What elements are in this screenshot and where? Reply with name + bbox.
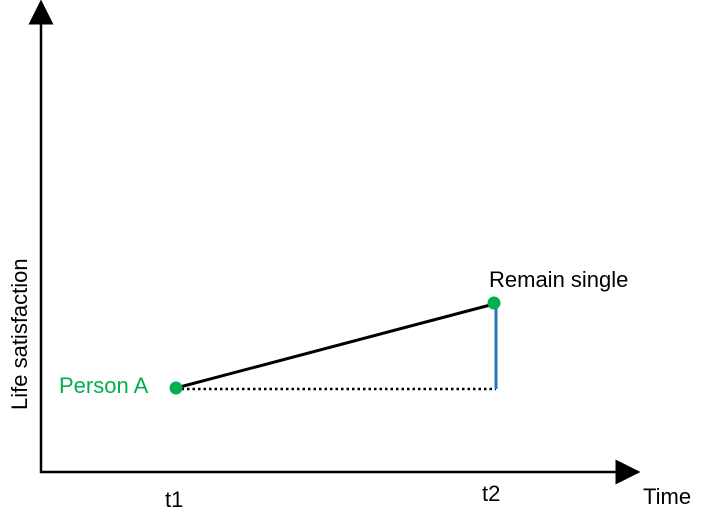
person-a-label: Person A (59, 373, 149, 398)
point-person-a (169, 381, 183, 395)
remain-single-label: Remain single (489, 267, 628, 292)
x-tick-t2: t2 (482, 481, 500, 506)
x-tick-t1: t1 (165, 487, 183, 512)
trend-line (175, 302, 495, 390)
y-axis-label: Life satisfaction (7, 258, 32, 410)
x-axis-label: Time (643, 484, 691, 509)
point-remain-single (487, 296, 501, 310)
